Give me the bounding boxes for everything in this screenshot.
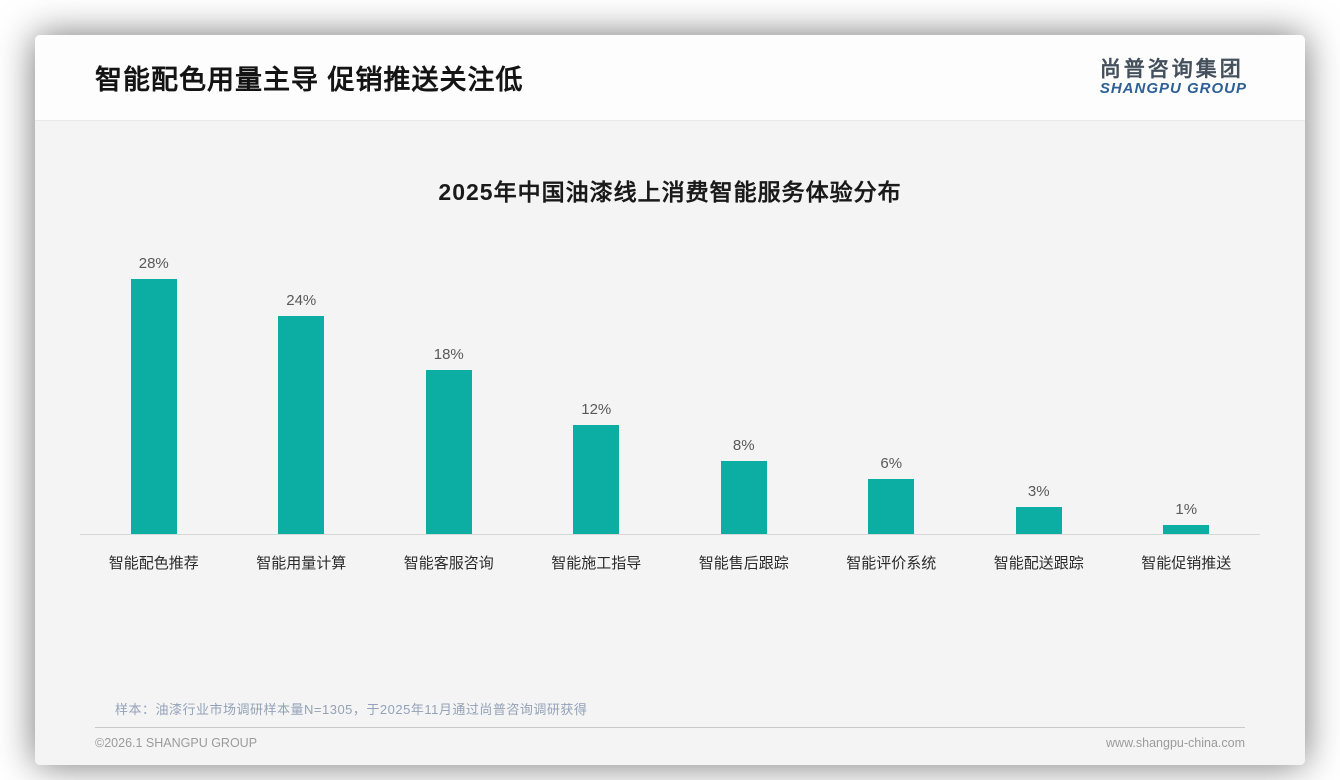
bar: [868, 479, 915, 534]
bar: [1163, 524, 1210, 534]
sample-note: 样本：油漆行业市场调研样本量N=1305，于2025年11月通过尚普咨询调研获得: [115, 702, 588, 717]
bar-value-label: 6%: [880, 455, 903, 473]
bar: [1015, 506, 1062, 534]
slide-body: 2025年中国油漆线上消费智能服务体验分布 28% 24% 18% 12% 8% 6% 3%…: [35, 121, 1305, 765]
bar-category-label: 智能评价系统: [846, 555, 937, 572]
bar-chart-category-labels: 智能配色推荐 智能用量计算 智能客服咨询 智能施工指导 智能售后跟踪 智能评价系统 智能配送…: [80, 535, 1260, 573]
bar-category-label: 智能售后跟踪: [698, 555, 789, 572]
copyright-text: ©2026.1 SHANGPU GROUP: [95, 736, 258, 750]
footer-divider: [95, 727, 1245, 728]
bar-category-label: 智能用量计算: [256, 555, 347, 572]
bar-category-label: 智能促销推送: [1141, 555, 1232, 572]
company-logo: 尚普咨询集团 SHANGPU GROUP: [1100, 58, 1247, 98]
page-title: 智能配色用量主导 促销推送关注低: [95, 65, 524, 95]
bar-column: 18%: [375, 346, 523, 534]
chart-title: 2025年中国油漆线上消费智能服务体验分布: [438, 179, 902, 205]
bar: [278, 315, 325, 534]
bar-chart: 28% 24% 18% 12% 8% 6% 3% 1%: [80, 243, 1260, 535]
bar-column: 28%: [80, 255, 228, 534]
bar-column: 3%: [965, 483, 1113, 534]
bar-value-label: 28%: [138, 255, 169, 273]
bar: [573, 424, 620, 534]
bar-column: 8%: [670, 437, 818, 534]
bar-column: 12%: [523, 401, 671, 534]
bar: [425, 370, 472, 534]
footer-bar: ©2026.1 SHANGPU GROUP www.shangpu-china.…: [95, 736, 1245, 750]
website-text: www.shangpu-china.com: [1106, 736, 1245, 750]
bar-value-label: 12%: [581, 400, 612, 418]
bar-category-label: 智能施工指导: [551, 555, 642, 572]
bar-value-label: 8%: [732, 437, 755, 455]
bar-category-label: 智能客服咨询: [403, 555, 494, 572]
bar-value-label: 1%: [1175, 500, 1198, 518]
bar-category-label: 智能配色推荐: [108, 555, 199, 572]
bar-column: 1%: [1113, 501, 1261, 534]
bar: [720, 461, 767, 534]
bar-value-label: 3%: [1027, 482, 1050, 500]
bar-category-label: 智能配送跟踪: [993, 555, 1084, 572]
bar-column: 6%: [818, 455, 966, 534]
bar-column: 24%: [228, 292, 376, 534]
bar-value-label: 18%: [433, 346, 464, 364]
bar-value-label: 24%: [286, 291, 317, 309]
bar: [130, 279, 177, 534]
slide-header: 智能配色用量主导 促销推送关注低 尚普咨询集团 SHANGPU GROUP: [35, 35, 1305, 121]
logo-en-text: SHANGPU GROUP: [1099, 79, 1247, 97]
logo-cn-text: 尚普咨询集团: [1099, 57, 1244, 81]
